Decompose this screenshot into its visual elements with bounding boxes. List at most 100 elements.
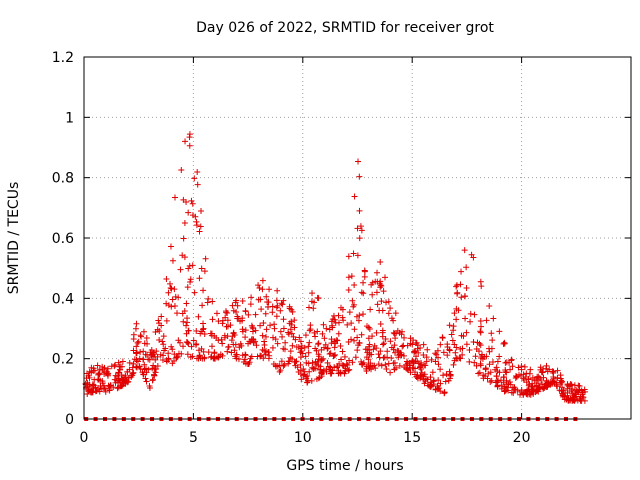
data-point-plus	[285, 358, 292, 365]
data-point-plus	[95, 370, 102, 377]
data-point-plus	[477, 329, 484, 336]
data-point-plus	[304, 372, 311, 379]
data-point-plus	[392, 349, 399, 356]
data-point-plus	[508, 356, 515, 363]
data-point-plus	[543, 380, 550, 387]
data-point-plus	[119, 358, 126, 365]
data-point-plus	[485, 370, 492, 377]
data-point-plus	[130, 347, 137, 354]
data-point-plus	[337, 342, 344, 349]
data-point-plus	[352, 354, 359, 361]
data-point-plus	[200, 325, 207, 332]
data-point-plus	[415, 349, 422, 356]
data-point-plus	[385, 310, 392, 317]
data-point-plus	[279, 333, 286, 340]
data-point-plus	[143, 335, 150, 342]
data-point-plus	[437, 388, 444, 395]
data-point-plus	[390, 317, 397, 324]
data-point-plus	[477, 323, 484, 330]
data-point-plus	[201, 268, 208, 275]
data-point-plus	[392, 335, 399, 342]
data-point-plus	[200, 320, 207, 327]
data-point-plus	[88, 364, 95, 371]
data-point-plus	[140, 348, 147, 355]
data-point-plus	[229, 302, 236, 309]
data-point-plus	[198, 207, 205, 214]
data-point-plus	[388, 355, 395, 362]
data-point-plus	[560, 387, 567, 394]
data-point-plus	[99, 378, 106, 385]
data-point-plus	[453, 355, 460, 362]
data-point-plus	[187, 354, 194, 361]
data-point-plus	[528, 388, 535, 395]
y-tick-label: 1	[65, 110, 74, 126]
data-point-plus	[193, 341, 200, 348]
data-point-plus	[137, 348, 144, 355]
data-point-plus	[395, 354, 402, 361]
data-point-plus	[374, 269, 381, 276]
data-point-plus	[255, 282, 262, 289]
data-point-plus	[477, 278, 484, 285]
data-point-plus	[489, 337, 496, 344]
data-point-plus	[355, 317, 362, 324]
data-point-plus	[156, 328, 163, 335]
data-point-plus	[403, 358, 410, 365]
data-point-plus	[384, 348, 391, 355]
data-point-plus	[224, 310, 231, 317]
data-point-plus	[477, 317, 484, 324]
data-point-plus	[114, 385, 121, 392]
data-point-plus	[305, 343, 312, 350]
data-point-plus	[304, 377, 311, 384]
data-point-plus	[502, 387, 509, 394]
data-point-plus	[354, 347, 361, 354]
data-point-plus	[124, 368, 131, 375]
data-point-plus	[440, 372, 447, 379]
data-point-plus	[315, 340, 322, 347]
data-points	[82, 131, 589, 421]
data-point-plus	[301, 344, 308, 351]
data-point-plus	[89, 389, 96, 396]
data-point-plus	[317, 363, 324, 370]
data-point-plus	[281, 361, 288, 368]
data-point-plus	[158, 313, 165, 320]
data-point-plus	[358, 289, 365, 296]
data-point-plus	[413, 353, 420, 360]
data-point-plus	[259, 346, 266, 353]
data-point-plus	[312, 345, 319, 352]
data-point-plus	[85, 372, 92, 379]
data-point-plus	[487, 379, 494, 386]
data-point-plus	[361, 273, 368, 280]
data-point-plus	[358, 358, 365, 365]
data-point-plus	[525, 382, 532, 389]
data-point-plus	[293, 343, 300, 350]
data-point-plus	[270, 334, 277, 341]
data-point-plus	[187, 279, 194, 286]
data-point-plus	[285, 331, 292, 338]
data-point-plus	[310, 305, 317, 312]
data-point-plus	[126, 359, 133, 366]
plot-frame	[83, 56, 632, 420]
data-point-plus	[454, 289, 461, 296]
data-point-plus	[135, 338, 142, 345]
data-point-plus	[115, 359, 122, 366]
data-point-plus	[181, 220, 188, 227]
data-point-plus	[191, 289, 198, 296]
data-point-plus	[492, 379, 499, 386]
data-point-plus	[421, 362, 428, 369]
data-point-plus	[335, 367, 342, 374]
data-point-plus	[257, 322, 264, 329]
data-point-plus	[230, 307, 237, 314]
data-point-plus	[458, 294, 465, 301]
data-point-plus	[253, 342, 260, 349]
data-point-plus	[351, 326, 358, 333]
data-point-plus	[156, 337, 163, 344]
data-point-plus	[96, 366, 103, 373]
data-point-plus	[211, 350, 218, 357]
data-point-plus	[179, 252, 186, 259]
data-point-plus	[509, 384, 516, 391]
data-point-plus	[345, 339, 352, 346]
data-point-plus	[86, 381, 93, 388]
data-point-plus	[323, 325, 330, 332]
data-point-plus	[417, 344, 424, 351]
data-point-plus	[498, 385, 505, 392]
